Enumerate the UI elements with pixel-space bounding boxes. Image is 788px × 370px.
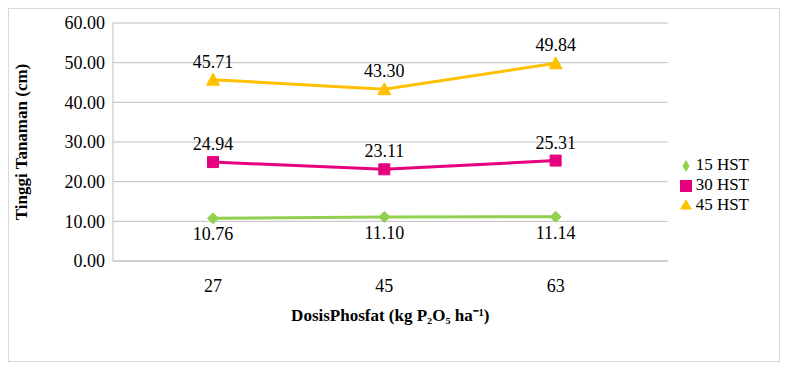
html-text:45 HST: 45 HST <box>695 195 749 214</box>
svg-text:50.00: 50.00 <box>65 53 106 73</box>
svg-text:25.31: 25.31 <box>535 133 576 153</box>
svg-text:20.00: 20.00 <box>65 172 106 192</box>
svg-text:60.00: 60.00 <box>65 13 106 33</box>
svg-text:11.10: 11.10 <box>364 223 404 243</box>
svg-text:27: 27 <box>204 276 222 296</box>
svg-text:DosisPhosfat (kg P₂O₅ ha⁻¹): DosisPhosfat (kg P₂O₅ ha⁻¹) <box>291 306 489 325</box>
svg-text:45.71: 45.71 <box>193 52 234 72</box>
html-text:30 HST: 30 HST <box>695 175 749 194</box>
svg-text:30.00: 30.00 <box>65 132 106 152</box>
html-text:15 HST: 15 HST <box>695 155 749 174</box>
svg-text:10.00: 10.00 <box>65 212 106 232</box>
svg-text:43.30: 43.30 <box>364 61 405 81</box>
svg-text:45: 45 <box>375 276 393 296</box>
svg-text:24.94: 24.94 <box>193 134 234 154</box>
svg-text:63: 63 <box>547 276 565 296</box>
svg-text:23.11: 23.11 <box>364 141 404 161</box>
svg-text:0.00: 0.00 <box>74 251 106 271</box>
svg-text:49.84: 49.84 <box>535 35 576 55</box>
svg-text:Tinggi Tanaman (cm): Tinggi Tanaman (cm) <box>12 64 31 221</box>
svg-text:40.00: 40.00 <box>65 93 106 113</box>
svg-text:11.14: 11.14 <box>536 223 576 243</box>
svg-text:10.76: 10.76 <box>193 224 234 244</box>
